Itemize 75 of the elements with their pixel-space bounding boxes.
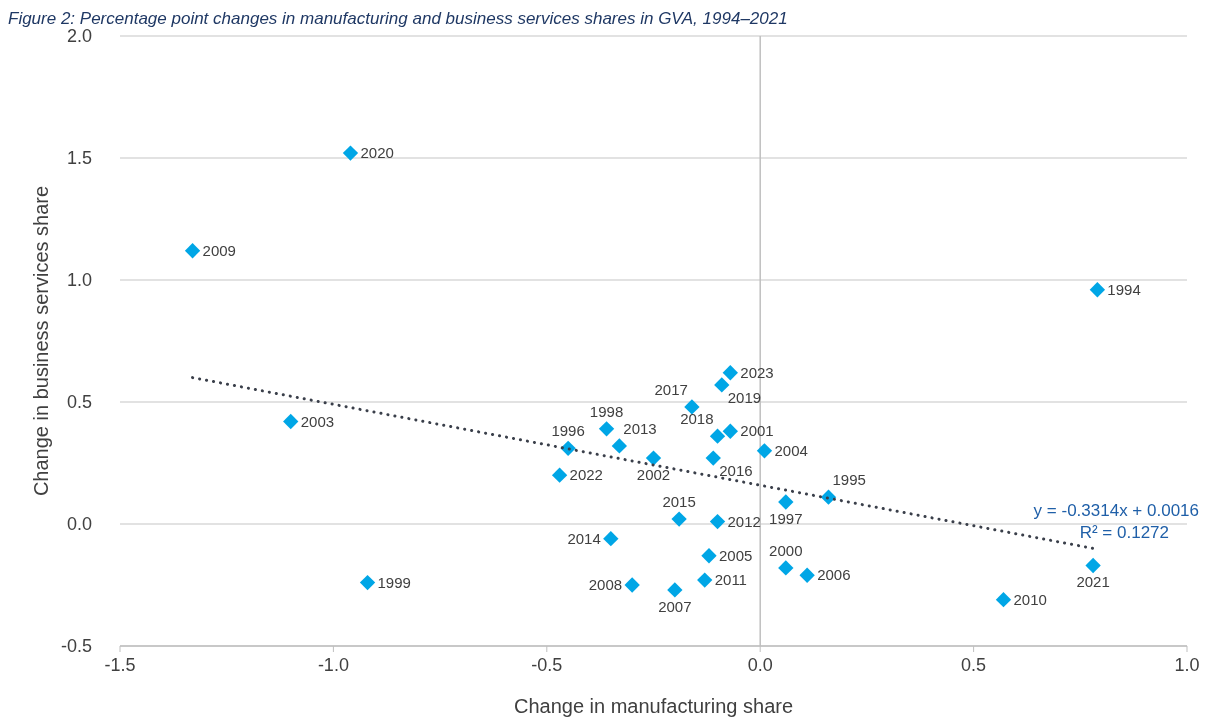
y-tick-label: 2.0 (66, 26, 92, 46)
point (799, 567, 815, 583)
x-axis-title: Change in manufacturing share (513, 695, 794, 717)
annotation: 2017 (654, 380, 688, 398)
annotation: 2009 (202, 241, 236, 259)
annotation: 2016 (719, 462, 753, 480)
x-tick-label: 1.0 (1174, 655, 1200, 675)
annotation: 2006 (817, 566, 851, 584)
annotation: 2011 (714, 571, 747, 589)
point (342, 145, 359, 161)
annotation: 2014 (567, 529, 601, 547)
point (995, 591, 1012, 608)
x-tick-label: -1.5 (104, 655, 136, 675)
annotation: 2020 (360, 144, 394, 162)
annotation: 2012 (727, 512, 761, 530)
point (778, 494, 794, 510)
y-tick-label: 1.0 (66, 270, 92, 290)
annotation: y = -0.3314x + 0.0016 (1033, 501, 1199, 520)
annotation: R² = 0.1272 (1079, 523, 1169, 542)
point (722, 423, 738, 439)
y-tick-label: -0.5 (60, 636, 92, 656)
point (722, 365, 738, 381)
point (1089, 282, 1106, 298)
point (611, 438, 628, 454)
point (1085, 557, 1101, 574)
point (283, 413, 299, 430)
point (184, 243, 201, 259)
point (756, 443, 773, 459)
point (645, 450, 662, 466)
annotation: 2002 (636, 466, 671, 484)
annotation: 2013 (623, 419, 657, 437)
annotation: 2007 (658, 597, 692, 615)
annotation: 1998 (589, 402, 624, 420)
x-tick-label: 0.0 (747, 655, 773, 675)
point (778, 560, 794, 576)
point (697, 572, 713, 588)
x-tick-label: 0.5 (961, 655, 987, 675)
point (551, 467, 568, 483)
point (667, 582, 683, 598)
y-tick-label: 0.5 (66, 392, 92, 412)
point (684, 399, 700, 415)
annotation: 2005 (718, 546, 753, 564)
annotation: 1997 (769, 510, 803, 528)
point (709, 428, 726, 444)
annotation: 2003 (300, 412, 335, 430)
annotation: 1994 (1107, 280, 1141, 298)
point (705, 450, 721, 466)
y-axis-title: Change in business services share (30, 185, 52, 497)
annotation: 2021 (1076, 573, 1110, 591)
annotation: 2018 (680, 410, 714, 428)
annotation: 2015 (662, 493, 696, 511)
annotation: 2023 (740, 363, 774, 381)
point (359, 574, 376, 591)
annotation: 2019 (727, 388, 762, 406)
annotation: 2010 (1013, 590, 1047, 608)
point (709, 513, 726, 530)
point (701, 548, 717, 564)
point (671, 511, 687, 527)
annotation: 2000 (769, 541, 803, 559)
annotation: 2004 (774, 441, 808, 459)
point (603, 530, 619, 547)
annotation: 1999 (377, 573, 411, 591)
annotation: 1996 (551, 422, 585, 440)
annotation: 1995 (832, 471, 866, 489)
chart-title: Figure 2: Percentage point changes in manufacturing and business services shares in GVA, 1994–2021 (8, 9, 788, 28)
annotation: 2022 (569, 466, 603, 484)
x-tick-label: -0.5 (531, 655, 563, 675)
x-tick-label: -1.0 (317, 655, 349, 675)
y-tick-label: 1.5 (66, 148, 92, 168)
annotation: 2001 (740, 422, 774, 440)
point (624, 577, 640, 593)
y-tick-label: 0.0 (66, 514, 92, 534)
annotation: 2008 (588, 576, 623, 593)
point (714, 377, 730, 393)
point (598, 421, 615, 437)
